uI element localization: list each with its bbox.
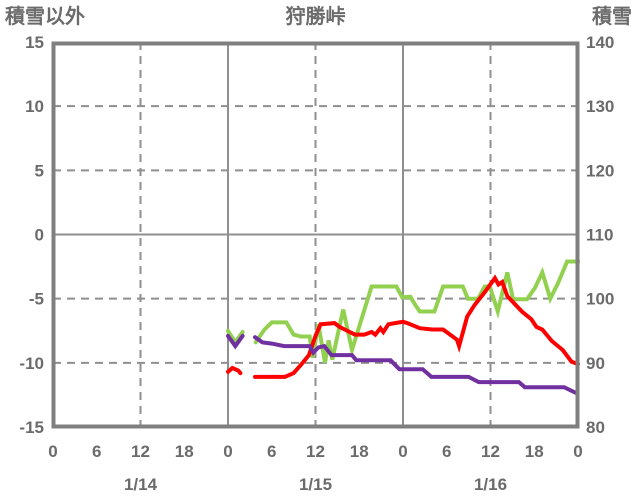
series-purple-line-temperature-seg1 [253, 335, 580, 396]
x-axis-hour-label-4: 0 [223, 442, 232, 461]
x-axis-hour-label-12: 0 [573, 442, 582, 461]
series-red-line-temperature-seg1 [253, 274, 580, 379]
plot-border [51, 41, 580, 429]
x-axis-date-label-2: 1/16 [474, 475, 507, 494]
x-axis-hour-label-2: 12 [131, 442, 150, 461]
series-purple-line-temperature-seg0 [226, 333, 245, 350]
chart-title: 狩勝峠 [285, 6, 346, 28]
series-red-line-temperature-seg0 [226, 365, 243, 376]
right-axis-title: 積雪 [592, 6, 632, 28]
y-axis-left-label--5: -5 [29, 290, 44, 309]
x-axis-hour-label-0: 0 [48, 442, 57, 461]
y-axis-left-label-0: 0 [35, 226, 44, 245]
x-axis-date-label-0: 1/14 [124, 475, 158, 494]
series-green-line-snow-depth-seg0 [226, 328, 245, 346]
y-axis-left-label-15: 15 [25, 33, 44, 52]
x-axis-hour-label-7: 18 [350, 442, 369, 461]
x-axis-date-label-1: 1/15 [299, 475, 332, 494]
x-axis-hour-label-11: 18 [525, 442, 544, 461]
x-axis-hour-label-8: 0 [398, 442, 407, 461]
left-axis-title: 積雪以外 [5, 6, 85, 28]
x-axis-hour-label-1: 6 [92, 442, 101, 461]
y-axis-left-label--15: -15 [19, 418, 44, 437]
series-green-line-snow-depth-seg1 [253, 259, 580, 364]
y-axis-right-label-110: 110 [586, 226, 613, 245]
y-axis-right-label-90: 90 [586, 354, 605, 373]
x-axis-hour-label-6: 12 [306, 442, 325, 461]
y-axis-right-label-80: 80 [586, 418, 605, 437]
y-axis-right-label-120: 120 [586, 161, 614, 180]
x-axis-hour-label-5: 6 [267, 442, 276, 461]
y-axis-right-label-100: 100 [586, 290, 614, 309]
x-axis-hour-label-3: 18 [175, 442, 194, 461]
y-axis-right-label-140: 140 [586, 33, 614, 52]
x-axis-hour-label-9: 6 [442, 442, 451, 461]
y-axis-left-label-10: 10 [25, 97, 44, 116]
y-axis-left-label--10: -10 [19, 354, 44, 373]
x-axis-hour-label-10: 12 [481, 442, 500, 461]
y-axis-left-label-5: 5 [35, 161, 44, 180]
y-axis-right-label-130: 130 [586, 97, 614, 116]
